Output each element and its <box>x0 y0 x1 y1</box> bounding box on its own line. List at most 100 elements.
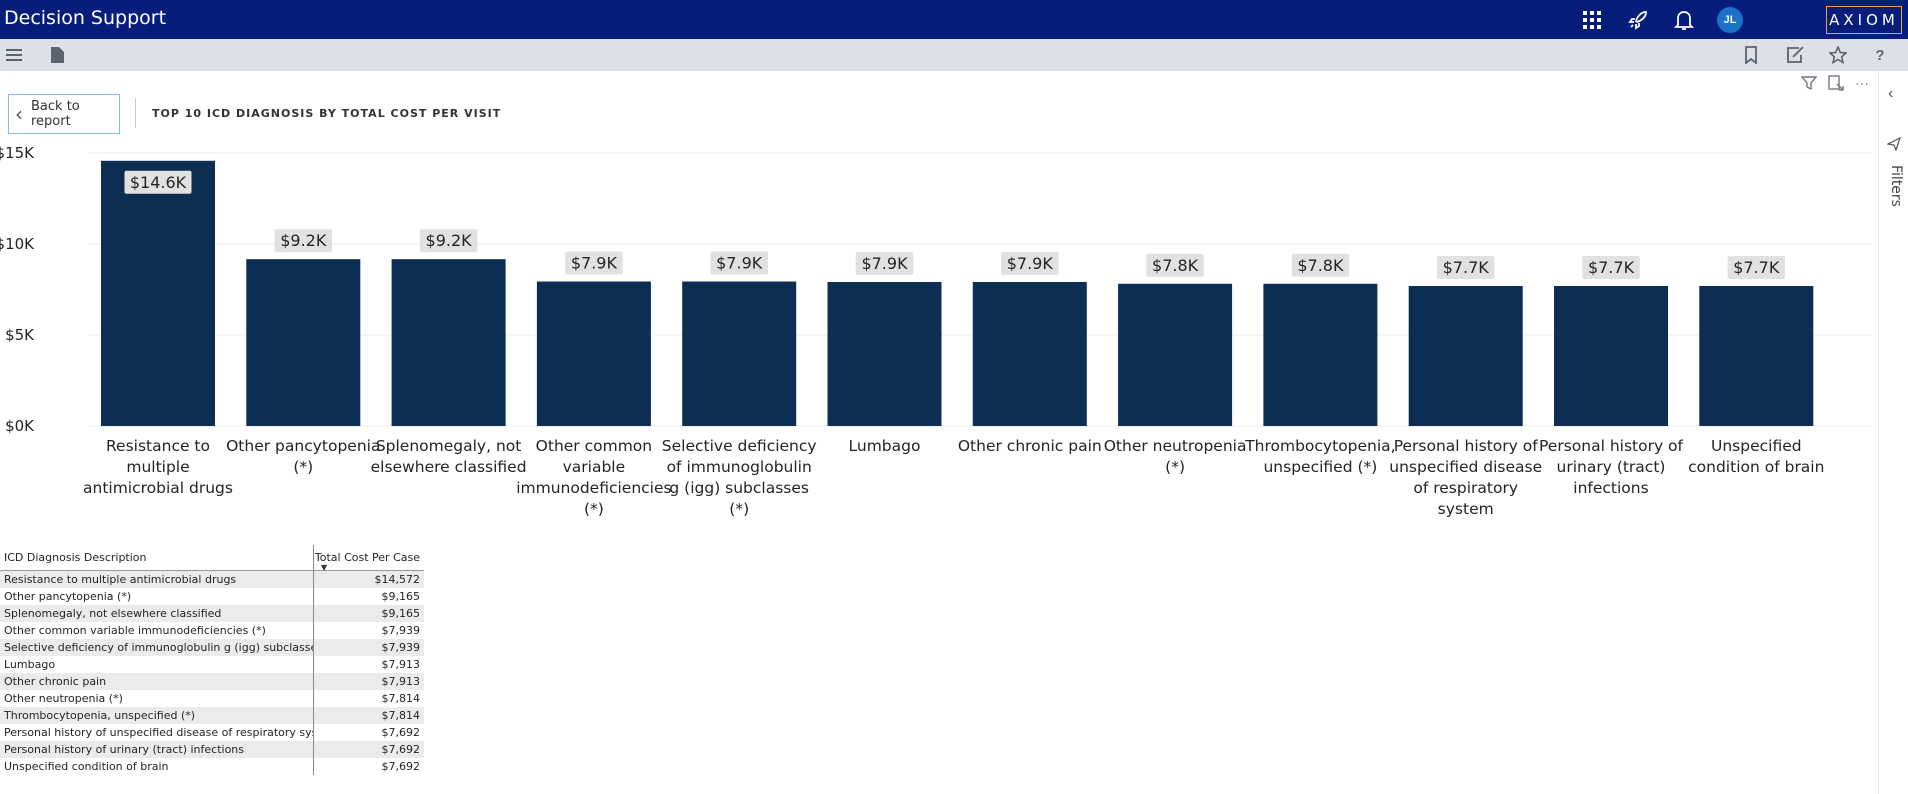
table-row[interactable]: Lumbago $7,913 <box>0 656 424 673</box>
diagnosis-table: ICD Diagnosis Description Total Cost Per… <box>0 545 424 775</box>
data-label: $7.9K <box>1007 254 1054 273</box>
bar[interactable] <box>101 160 215 426</box>
table-row[interactable]: Other common variable immunodeficiencies… <box>0 622 424 639</box>
table-row[interactable]: Selective deficiency of immunoglobulin g… <box>0 639 424 656</box>
data-label: $14.6K <box>130 173 187 192</box>
back-to-report-button[interactable]: ‹ Back to report <box>8 94 120 134</box>
data-label-bg <box>1146 253 1204 277</box>
table-row[interactable]: Personal history of urinary (tract) infe… <box>0 741 424 758</box>
menu-icon[interactable] <box>2 43 26 67</box>
data-label: $7.9K <box>571 254 618 273</box>
data-label-bg <box>124 170 192 194</box>
filter-icon[interactable] <box>1799 73 1819 93</box>
x-tick-label: immunodeficiencies <box>516 479 671 497</box>
help-icon[interactable]: ? <box>1875 46 1885 64</box>
x-tick-label: Other common <box>536 437 652 455</box>
filters-pane[interactable]: ‹ <box>1878 71 1908 794</box>
bar[interactable] <box>246 259 361 426</box>
x-tick-label: Personal history of <box>1539 437 1684 455</box>
data-label: $7.7K <box>1588 258 1635 277</box>
edit-icon[interactable] <box>1783 43 1807 67</box>
cell-description: Lumbago <box>0 656 314 673</box>
divider <box>135 98 136 128</box>
chart-title: TOP 10 ICD DIAGNOSIS BY TOTAL COST PER V… <box>152 107 502 120</box>
table-row[interactable]: Thrombocytopenia, unspecified (*) $7,814 <box>0 707 424 724</box>
cell-total-cost: $7,692 <box>381 743 421 756</box>
cell-description: Other neutropenia (*) <box>0 690 314 707</box>
data-label-bg <box>419 229 478 253</box>
bar[interactable] <box>827 281 942 426</box>
x-tick-label: Unspecified <box>1711 437 1802 455</box>
cell-total-cost: $7,913 <box>381 658 421 671</box>
x-tick-label: Lumbago <box>849 437 921 455</box>
x-tick-label: multiple <box>126 458 189 476</box>
table-row[interactable]: Resistance to multiple antimicrobial dru… <box>0 571 424 588</box>
data-label-bg <box>1436 256 1495 280</box>
bar[interactable] <box>391 259 506 426</box>
column-header-description[interactable]: ICD Diagnosis Description <box>0 545 314 570</box>
cell-description: Unspecified condition of brain <box>0 758 314 775</box>
y-tick-label: $5K <box>5 326 35 344</box>
bar[interactable] <box>682 281 797 426</box>
filter-pane-icon <box>1886 136 1902 156</box>
document-icon[interactable] <box>45 43 69 67</box>
data-label-bg <box>1582 256 1640 280</box>
table-row[interactable]: Other neutropenia (*) $7,814 <box>0 690 424 707</box>
cell-total-cost: $7,692 <box>381 726 421 739</box>
x-tick-label: system <box>1438 500 1494 518</box>
table-row[interactable]: Personal history of unspecified disease … <box>0 724 424 741</box>
bar[interactable] <box>536 281 651 426</box>
cell-total-cost: $7,939 <box>381 641 421 654</box>
data-label-bg <box>710 251 768 275</box>
x-tick-label: urinary (tract) <box>1557 458 1666 476</box>
more-options-icon[interactable]: ··· <box>1855 75 1869 91</box>
collapse-chevron-icon[interactable]: ‹ <box>1888 85 1894 102</box>
table-row[interactable]: Unspecified condition of brain $7,692 <box>0 758 424 775</box>
cell-description: Thrombocytopenia, unspecified (*) <box>0 707 314 724</box>
column-header-total-cost[interactable]: Total Cost Per Case <box>314 551 420 564</box>
table-row[interactable]: Splenomegaly, not elsewhere classified $9… <box>0 605 424 622</box>
data-label: $7.8K <box>1152 256 1199 275</box>
cell-total-cost: $9,165 <box>381 590 421 603</box>
bar[interactable] <box>1554 286 1668 426</box>
x-tick-label: Other chronic pain <box>958 437 1102 455</box>
bar[interactable] <box>1263 283 1378 426</box>
cell-description: Personal history of urinary (tract) infe… <box>0 741 314 758</box>
x-tick-label: Selective deficiency <box>662 437 817 455</box>
data-label-bg <box>1001 251 1059 275</box>
star-icon[interactable] <box>1826 43 1850 67</box>
bar[interactable] <box>1699 286 1814 426</box>
bell-icon[interactable] <box>1670 6 1698 34</box>
bar[interactable] <box>1118 283 1233 426</box>
data-label-bg <box>1727 256 1786 280</box>
table-header: ICD Diagnosis Description Total Cost Per… <box>0 545 424 571</box>
data-label-bg <box>855 251 914 275</box>
bar[interactable] <box>972 281 1087 426</box>
x-tick-label: (*) <box>584 500 604 518</box>
rocket-icon[interactable] <box>1624 6 1652 34</box>
y-tick-label: $15K <box>0 144 35 162</box>
cell-description: Resistance to multiple antimicrobial dru… <box>0 571 314 588</box>
cell-description: Selective deficiency of immunoglobulin g… <box>0 639 314 656</box>
app-header: Decision Support JL AXIOM <box>0 0 1908 39</box>
user-avatar[interactable]: JL <box>1717 7 1743 33</box>
x-tick-label: (*) <box>293 458 313 476</box>
x-tick-label: (*) <box>729 500 749 518</box>
data-label: $7.8K <box>1297 256 1344 275</box>
x-tick-label: Other pancytopenia <box>226 437 380 455</box>
x-tick-label: infections <box>1573 479 1648 497</box>
x-tick-label: unspecified disease <box>1389 458 1542 476</box>
app-title: Decision Support <box>4 7 167 29</box>
y-tick-label: $10K <box>0 235 35 253</box>
sort-descending-icon: ▼ <box>321 563 328 572</box>
bookmark-icon[interactable] <box>1739 43 1763 67</box>
cell-description: Other chronic pain <box>0 673 314 690</box>
table-row[interactable]: Other pancytopenia (*) $9,165 <box>0 588 424 605</box>
apps-grid-icon[interactable] <box>1578 6 1606 34</box>
filters-label[interactable]: Filters <box>1888 165 1904 207</box>
x-tick-label: condition of brain <box>1688 458 1824 476</box>
bar[interactable] <box>1408 286 1523 426</box>
table-row[interactable]: Other chronic pain $7,913 <box>0 673 424 690</box>
x-tick-label: Personal history of <box>1394 437 1539 455</box>
focus-mode-icon[interactable] <box>1826 73 1846 93</box>
